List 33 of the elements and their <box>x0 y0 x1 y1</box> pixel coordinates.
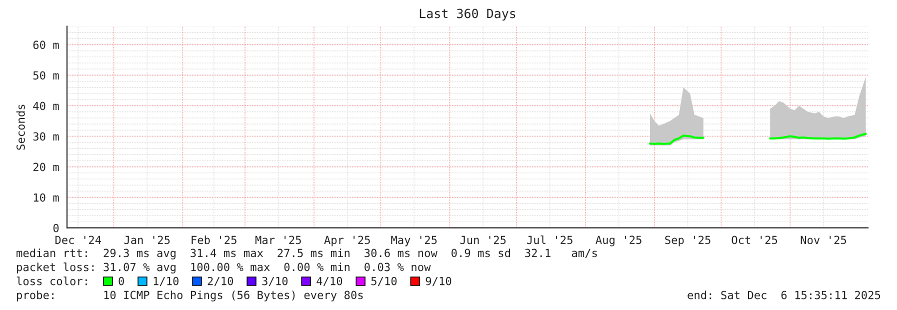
y-tick-label: 0 <box>53 224 59 232</box>
legend-title: loss color: <box>16 276 87 286</box>
y-axis-title: Seconds <box>16 104 25 150</box>
x-tick-label: Nov '25 <box>800 236 846 244</box>
x-tick-label: Apr '25 <box>324 236 370 246</box>
x-tick-label: Jul '25 <box>527 235 572 244</box>
chart-title: Last 360 Days <box>420 8 516 21</box>
x-tick-label: Jun '25 <box>460 236 506 244</box>
x-tick-label: Dec '24 <box>55 236 102 244</box>
y-tick-label: 20 m <box>33 162 59 172</box>
y-tick-label: 10 m <box>34 193 59 202</box>
text: packet loss: 31.07 % avg 100.00 % max 0.00 % min 0.03 % now <box>17 262 431 274</box>
x-tick-label: Oct '25 <box>732 236 778 244</box>
x-tick-label: Aug '25 <box>596 236 642 246</box>
legend-label: 4/10 <box>316 276 342 286</box>
x-tick-label: Mar '25 <box>255 236 301 244</box>
x-tick-label: Jan '25 <box>124 236 170 244</box>
y-tick-label: 50 m <box>33 71 59 80</box>
y-tick-label: 40 m <box>33 102 59 110</box>
x-tick-label: Sep '25 <box>665 236 710 246</box>
y-tick-label: 60 m <box>33 40 59 50</box>
x-tick-label: Feb '25 <box>192 236 236 244</box>
legend-label: 5/10 <box>371 276 397 286</box>
text: probe: 10 ICMP Echo Pings (56 Bytes) every 80s <box>17 290 363 302</box>
legend-label: 0 <box>118 276 124 286</box>
legend-label: 9/10 <box>426 276 452 286</box>
legend-label: 2/10 <box>208 276 234 286</box>
text: median rtt: 29.3 ms avg 31.4 ms max 27.5 ms min 30.6 ms now 0.9 ms sd 32.1 am/s <box>16 248 597 260</box>
x-tick-label: May '25 <box>391 236 437 246</box>
legend-label: 1/10 <box>154 276 179 286</box>
legend-label: 3/10 <box>262 276 288 286</box>
y-tick-label: 30 m <box>33 132 59 141</box>
text: end: Sat Dec 6 15:35:11 2025 <box>688 290 880 300</box>
